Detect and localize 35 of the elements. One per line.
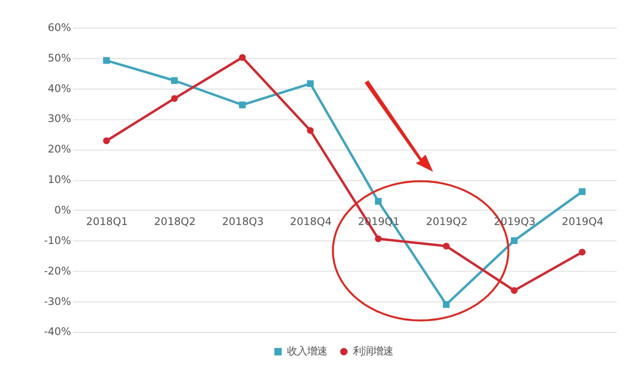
point <box>578 188 586 195</box>
legend-label: 利润增速 <box>352 346 393 358</box>
y-tick-label: -10% <box>44 234 72 247</box>
y-tick-label: 50% <box>48 52 72 64</box>
point <box>306 80 314 87</box>
x-tick-label: 2018Q4 <box>290 216 332 228</box>
point <box>239 102 246 108</box>
x-tick-label: 2018Q3 <box>222 216 264 228</box>
point <box>374 235 382 242</box>
point <box>171 95 178 102</box>
y-tick-label: 30% <box>48 113 72 126</box>
x-tick-label: 2019Q2 <box>426 216 468 228</box>
x-tick-label: 2018Q2 <box>154 216 196 228</box>
point <box>510 287 518 294</box>
point <box>103 57 110 64</box>
point <box>103 137 110 144</box>
point <box>374 198 382 205</box>
y-tick-label: -30% <box>44 296 72 308</box>
y-tick-label: 10% <box>48 174 72 186</box>
legend-label: 收入增速 <box>287 346 328 358</box>
point <box>578 248 586 256</box>
y-tick-label: 40% <box>48 82 72 95</box>
point <box>442 242 450 250</box>
y-tick-label: 20% <box>48 144 72 156</box>
y-tick-label: 60% <box>48 22 72 34</box>
x-tick-label: 2019Q4 <box>562 216 604 228</box>
y-tick-label: -40% <box>44 326 72 338</box>
point <box>171 77 178 84</box>
point <box>442 301 450 308</box>
x-tick-label: 2018Q1 <box>86 216 128 228</box>
point <box>306 127 314 134</box>
y-tick-label: -20% <box>44 265 72 278</box>
y-tick-label: 0% <box>54 204 72 217</box>
point <box>239 54 246 61</box>
point <box>510 237 518 244</box>
